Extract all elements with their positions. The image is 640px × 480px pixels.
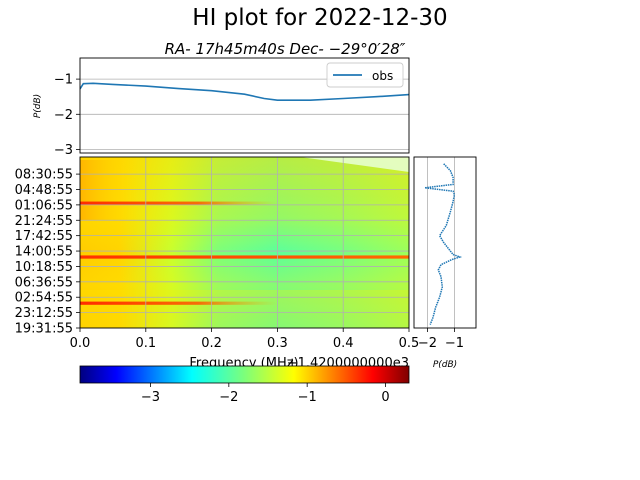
colorbar-ticks: −3 −2 −1 0 xyxy=(141,383,390,405)
waterfall-x-ticks: 0.0 0.1 0.2 0.3 0.4 0.5 xyxy=(70,328,420,351)
waterfall-y-tick-label: 02:54:55 xyxy=(15,291,73,306)
colorbar-tick-label: 0 xyxy=(381,390,389,405)
waterfall-y-tick-label: 10:18:55 xyxy=(15,260,73,275)
time-profile-x-ticks: −2 −1 xyxy=(418,328,464,351)
time-profile-x-tick-label: −2 xyxy=(418,336,437,351)
figure-title: HI plot for 2022-12-30 xyxy=(192,5,448,31)
waterfall-band xyxy=(80,255,409,259)
waterfall-y-tick-label: 23:12:55 xyxy=(15,306,73,321)
colorbar-tick-label: −2 xyxy=(219,390,238,405)
waterfall-x-tick-label: 0.2 xyxy=(201,336,222,351)
waterfall-x-tick-label: 0.3 xyxy=(267,336,288,351)
spectrum-y-axis-label: P(dB) xyxy=(33,94,43,118)
colorbar-gradient xyxy=(79,365,410,384)
spectrum-y-tick-label: −2 xyxy=(54,108,73,123)
waterfall-y-tick-label: 04:48:55 xyxy=(15,183,73,198)
waterfall-heatmap xyxy=(80,157,409,328)
time-profile-gridlines xyxy=(427,157,455,328)
spectrum-gridlines xyxy=(80,78,409,150)
waterfall-y-tick-label: 21:24:55 xyxy=(15,214,73,229)
waterfall-y-tick-label: 14:00:55 xyxy=(15,245,73,260)
time-profile-x-axis-label: P(dB) xyxy=(433,360,457,370)
waterfall-x-tick-label: 0.4 xyxy=(333,336,354,351)
waterfall-x-tick-label: 0.1 xyxy=(135,336,156,351)
spectrum-y-tick-label: −1 xyxy=(54,73,73,88)
spectrum-line-obs xyxy=(80,82,409,101)
waterfall-x-tick-label: 0.0 xyxy=(70,336,91,351)
waterfall-y-tick-label: 06:36:55 xyxy=(15,275,73,290)
waterfall-y-ticks: 08:30:5504:48:5501:06:5521:24:5517:42:55… xyxy=(15,168,80,337)
waterfall-x-tick-label: 0.5 xyxy=(399,336,420,351)
spectrum-y-tick-label: −3 xyxy=(54,143,73,158)
spectrum-legend: obs xyxy=(326,62,404,88)
time-profile-x-tick-label: −1 xyxy=(445,336,464,351)
waterfall-y-tick-label: 08:30:55 xyxy=(15,168,73,183)
spectrum-y-ticks: −1 −2 −3 xyxy=(54,73,80,158)
waterfall-y-tick-label: 19:31:55 xyxy=(15,322,73,337)
waterfall-band xyxy=(80,301,278,305)
time-profile-line xyxy=(424,163,463,325)
waterfall-axes-frame xyxy=(79,156,410,329)
time-profile-axes-frame xyxy=(413,156,477,329)
colorbar-tick-label: −3 xyxy=(141,390,160,405)
waterfall-bands xyxy=(80,201,409,305)
figure-subtitle: RA- 17h45m40s Dec- −29°0′28″ xyxy=(164,40,406,58)
legend-label-obs: obs xyxy=(372,69,393,83)
waterfall-y-tick-label: 01:06:55 xyxy=(15,198,73,213)
waterfall-y-tick-label: 17:42:55 xyxy=(15,229,73,244)
colorbar-tick-label: −1 xyxy=(298,390,317,405)
spectrum-axes-frame xyxy=(79,57,410,154)
waterfall-band xyxy=(80,201,278,205)
